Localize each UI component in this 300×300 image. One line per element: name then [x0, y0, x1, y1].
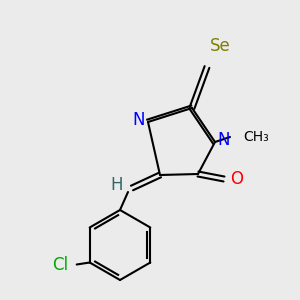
Text: N: N — [217, 131, 230, 149]
Text: CH₃: CH₃ — [243, 130, 269, 144]
Text: N: N — [133, 111, 145, 129]
Text: Cl: Cl — [52, 256, 69, 274]
Text: O: O — [230, 170, 243, 188]
Text: H: H — [110, 176, 123, 194]
Text: Se: Se — [210, 37, 231, 55]
